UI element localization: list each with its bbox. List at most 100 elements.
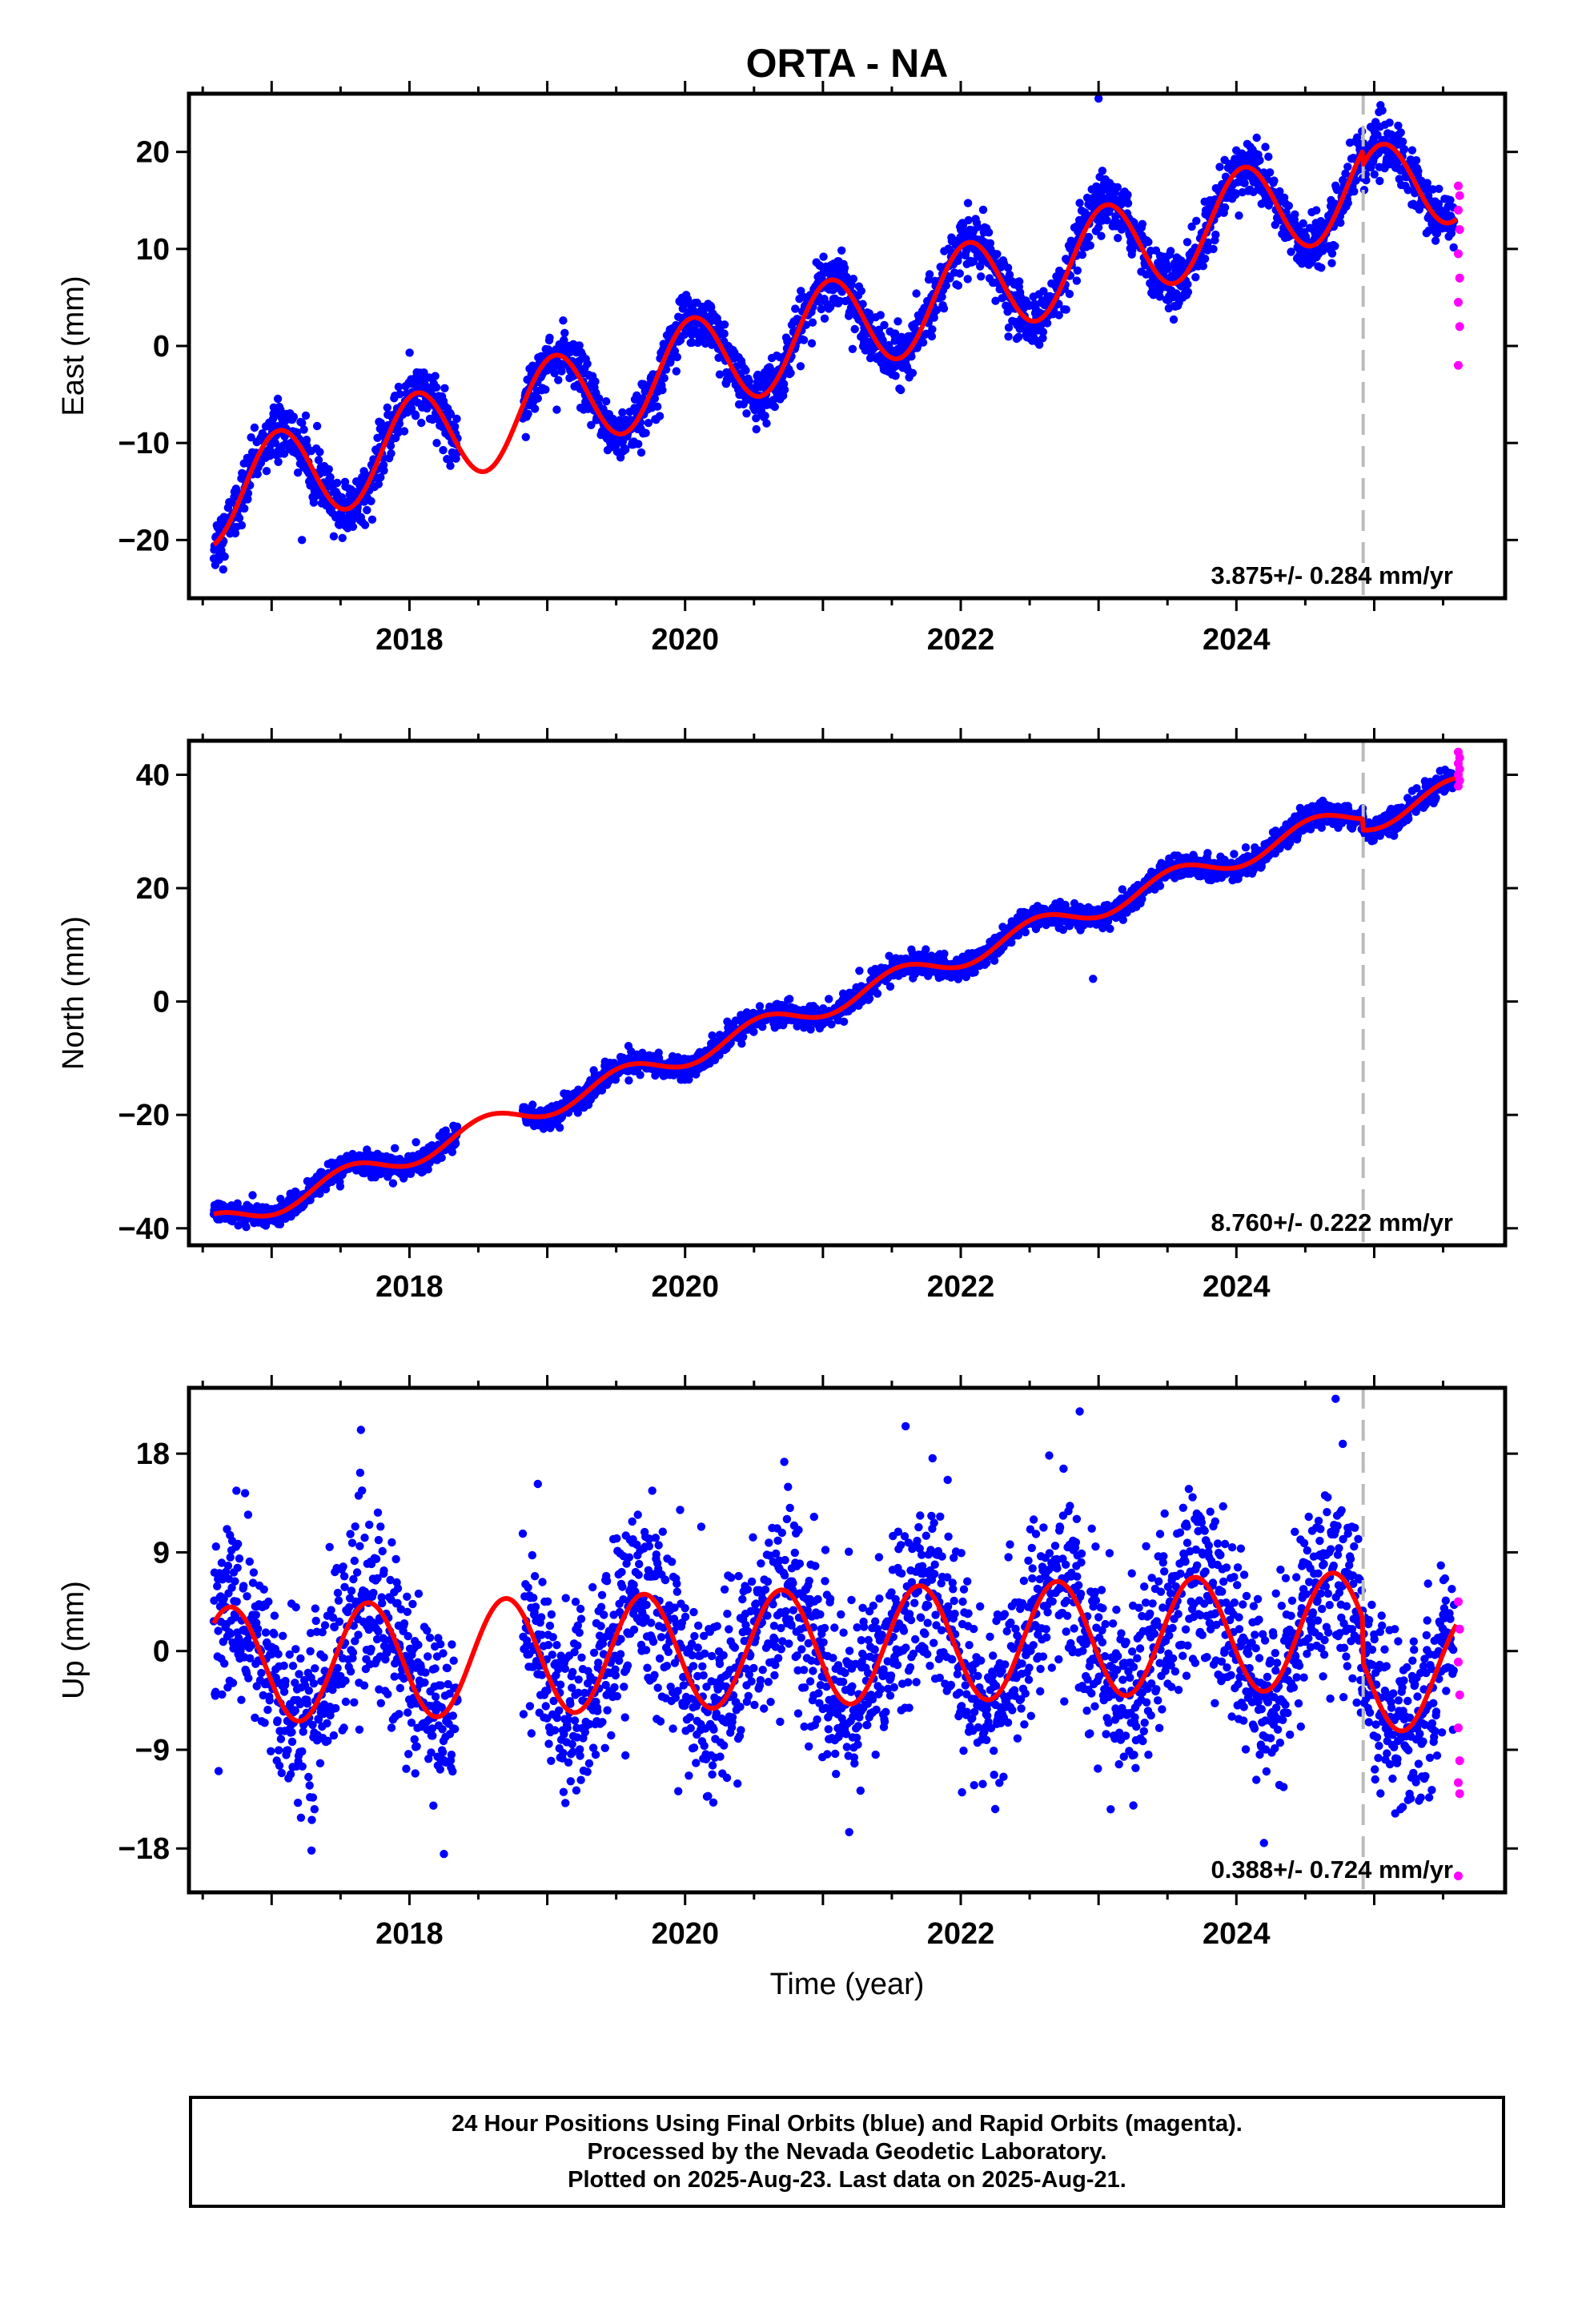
east-final-point [1414,167,1423,175]
east-final-point [431,372,440,380]
east-final-point [602,397,611,406]
east-final-point [848,344,857,353]
east-final-point [817,304,825,314]
east-final-point [560,328,569,337]
east-final-point [557,367,566,376]
east-final-point [575,341,584,350]
east-final-point [583,360,592,368]
east-final-point [780,385,789,394]
east-final-point [876,311,885,320]
east-final-point [595,394,604,403]
east-final-point [1317,263,1326,272]
east-final-point [1252,133,1261,143]
east-final-point [446,410,456,419]
east-final-point [1261,143,1270,151]
east-final-point [1039,287,1048,296]
east-final-point [302,436,311,444]
east-final-point [1211,230,1220,239]
east-final-point [348,522,358,531]
east-final-point [946,274,954,283]
east-final-point [432,383,441,392]
east-final-point [395,419,404,428]
east-final-point [237,521,247,530]
east-final-point [1015,277,1024,286]
east-final-point [1004,332,1013,341]
east-final-point [1255,156,1264,165]
east-final-point [262,467,271,476]
east-rapid-point [1455,225,1464,235]
north-final-point [825,995,833,1003]
east-rapid-point [1453,297,1463,307]
east-final-point [1065,289,1074,299]
east-final-point [1327,259,1336,267]
east-final-point [745,377,753,386]
east-final-point [653,402,662,411]
chart-title: ORTA - NA [746,41,949,86]
east-final-point [243,495,252,504]
east-final-point [338,533,347,542]
north-final-point [391,1144,400,1153]
east-final-point [1163,264,1172,273]
east-final-point [942,281,951,290]
east-final-point [621,445,630,454]
east-final-point [825,303,835,312]
east-final-point [1431,236,1440,245]
east-final-point [660,374,669,383]
east-final-point [559,316,568,325]
east-final-point [231,529,240,538]
east-final-point [1240,179,1249,187]
east-final-point [991,296,1000,305]
east-final-point [939,304,949,313]
east-final-point [451,422,460,431]
north-final-point [839,1017,849,1027]
east-final-point [977,272,986,281]
east-final-point [1312,206,1321,215]
east-final-point [367,515,377,524]
east-final-point [970,257,978,266]
east-final-point [1149,291,1158,300]
east-rapid-point [1453,205,1463,215]
east-final-point [636,448,646,457]
east-final-point [897,385,905,395]
east-final-point [820,314,829,323]
east-final-point [1291,210,1299,219]
east-final-point [530,404,540,413]
east-final-point [1004,323,1014,332]
east-final-point [796,362,805,371]
east-final-point [1072,276,1082,285]
east-final-point [770,402,779,412]
east-final-point [837,246,846,255]
east-final-point [1435,184,1443,193]
east-final-point [752,414,761,423]
east-final-point [918,338,928,347]
east-final-point [1370,170,1379,179]
east-final-point [865,309,873,318]
east-final-point [742,409,751,418]
east-final-point [329,532,339,541]
east-final-point [1097,231,1106,240]
east-final-point [1123,199,1133,208]
east-final-point [1215,163,1224,171]
east-final-point [1378,106,1387,115]
east-final-point [253,469,262,479]
east-y-tick-label: −10 [118,427,170,460]
east-final-point [315,448,324,456]
east-final-point [299,425,308,434]
east-final-point [661,365,671,374]
north-final-point [1021,927,1030,937]
east-final-point [1327,249,1337,258]
east-final-point [367,497,375,505]
east-final-point [545,333,554,342]
east-final-point [925,270,934,279]
north-final-point [335,1182,345,1191]
east-final-point [673,352,681,362]
east-final-point [554,376,563,384]
east-final-point [1003,263,1013,272]
east-final-point [521,432,530,441]
east-final-point [1235,211,1243,220]
east-final-point [550,368,559,378]
east-final-point [1038,328,1048,336]
north-final-point [749,1027,758,1036]
east-final-point [298,418,307,428]
